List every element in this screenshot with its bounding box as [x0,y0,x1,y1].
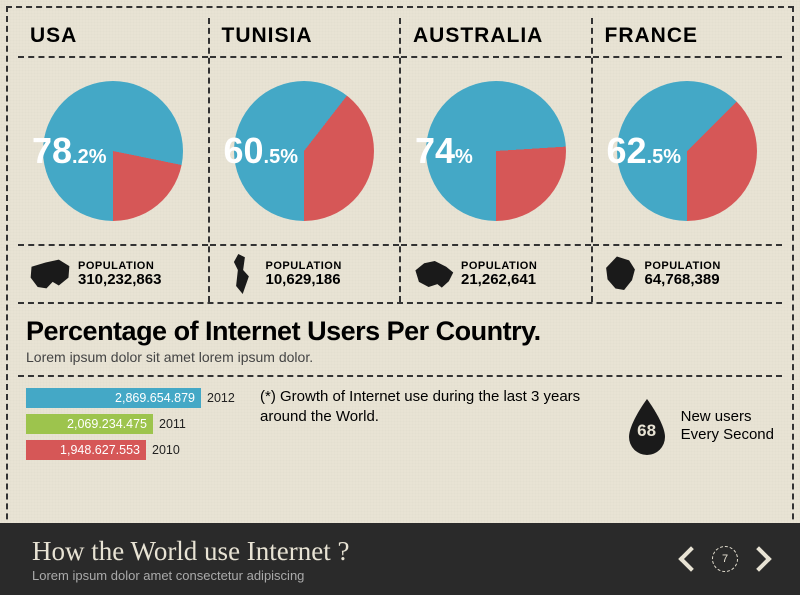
footer-subtitle: Lorem ipsum dolor amet consectetur adipi… [32,568,682,583]
country-col: USA 78.2% POPULATION 310,232,863 [18,18,210,302]
growth-note: (*) Growth of Internet use during the la… [260,387,609,465]
bar-row: 1,948.627.553 2010 [26,439,246,461]
bar-value: 2,069.234.475 [26,414,153,434]
country-col: FRANCE 62.5% POPULATION 64,768,389 [593,18,783,302]
bar-year: 2011 [159,417,186,431]
growth-bar-chart: 2,869.654.879 2012 2,069.234.475 2011 1,948.… [26,387,246,465]
population-label: POPULATION [645,260,721,272]
country-map-icon [230,254,252,294]
drop-icon: 68 [623,397,671,455]
pie-chart: 62.5% [593,58,783,246]
prev-button[interactable] [678,546,703,571]
population-label: POPULATION [461,260,537,272]
drop-text: New usersEvery Second [681,408,774,444]
population-value: 64,768,389 [645,272,721,289]
population-value: 310,232,863 [78,272,161,289]
population-value: 10,629,186 [266,272,342,289]
country-col: AUSTRALIA 74% POPULATION 21,262,641 [401,18,593,302]
country-map-icon [28,256,72,292]
percentage-label: 74% [415,130,473,172]
country-map-icon [411,256,455,292]
footer-title: How the World use Internet ? [32,536,682,567]
percentage-label: 60.5% [224,130,299,172]
bar-year: 2012 [207,391,235,405]
bar-row: 2,869.654.879 2012 [26,387,246,409]
population-label: POPULATION [266,260,342,272]
bar-year: 2010 [152,443,180,457]
percentage-label: 78.2% [32,130,107,172]
pie-chart: 60.5% [210,58,400,246]
main-title: Percentage of Internet Users Per Country… [26,316,774,347]
drop-number: 68 [637,421,656,441]
page-number: 7 [712,546,738,572]
bar-value: 1,948.627.553 [26,440,146,460]
bar-value: 2,869.654.879 [26,388,201,408]
country-name: USA [18,18,208,58]
country-name: TUNISIA [210,18,400,58]
population-value: 21,262,641 [461,272,537,289]
footer: How the World use Internet ? Lorem ipsum… [0,523,800,595]
country-name: AUSTRALIA [401,18,591,58]
subtitle: Lorem ipsum dolor sit amet lorem ipsum d… [26,349,774,365]
country-name: FRANCE [593,18,783,58]
next-button[interactable] [746,546,771,571]
country-map-icon [603,255,639,293]
pie-chart: 74% [401,58,591,246]
country-col: TUNISIA 60.5% POPULATION 10,629,186 [210,18,402,302]
pie-chart: 78.2% [18,58,208,246]
bar-row: 2,069.234.475 2011 [26,413,246,435]
population-label: POPULATION [78,260,161,272]
percentage-label: 62.5% [607,130,682,172]
